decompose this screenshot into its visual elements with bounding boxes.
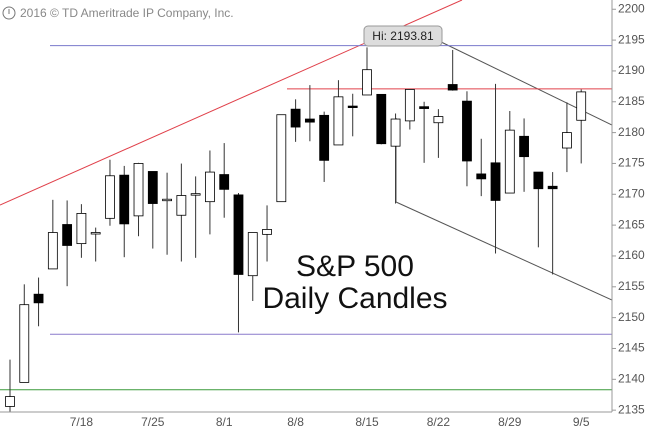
candle-body bbox=[433, 116, 444, 124]
candle-body bbox=[5, 396, 15, 407]
y-tick-label: 2190 bbox=[618, 63, 645, 77]
y-tick-label: 2150 bbox=[618, 310, 645, 324]
candle-body bbox=[119, 174, 130, 225]
hi-label-box bbox=[363, 25, 443, 47]
x-tick-label: 8/1 bbox=[216, 415, 233, 429]
candle-body bbox=[504, 129, 515, 194]
candle-body bbox=[519, 135, 529, 158]
candle-body bbox=[376, 93, 387, 145]
candle-body bbox=[162, 198, 172, 202]
x-tick-label: 8/15 bbox=[355, 415, 379, 429]
y-tick-label: 2135 bbox=[618, 402, 645, 416]
y-tick-label: 2165 bbox=[618, 217, 645, 231]
y-tick-label: 2175 bbox=[618, 156, 645, 170]
candle-body bbox=[362, 69, 372, 96]
candle-body bbox=[176, 195, 187, 216]
candle-body bbox=[76, 213, 87, 245]
candle-body bbox=[233, 194, 244, 275]
candle-body bbox=[404, 89, 415, 122]
candle-body bbox=[190, 193, 201, 196]
candle-body bbox=[105, 175, 115, 219]
candle-body bbox=[147, 171, 158, 204]
candle-body bbox=[262, 229, 272, 235]
candle-body bbox=[90, 232, 101, 235]
candle-body bbox=[47, 232, 58, 270]
candle-body bbox=[304, 118, 315, 123]
x-tick-label: 8/29 bbox=[498, 415, 522, 429]
y-tick-label: 2170 bbox=[618, 186, 645, 200]
candle-body bbox=[462, 100, 472, 162]
y-tick-label: 2155 bbox=[618, 279, 645, 293]
candle-body bbox=[390, 118, 401, 147]
trend-line bbox=[395, 201, 612, 301]
hi-label: Hi: 2193.81 bbox=[372, 29, 434, 43]
y-tick-label: 2200 bbox=[618, 1, 645, 15]
candle-body bbox=[333, 96, 344, 146]
candle-body bbox=[133, 163, 144, 217]
x-tick-label: 7/25 bbox=[141, 415, 165, 429]
candle-body bbox=[547, 185, 558, 190]
levels bbox=[0, 45, 612, 391]
y-tick-label: 2185 bbox=[618, 94, 645, 108]
candle-body bbox=[562, 132, 572, 149]
candle-body bbox=[205, 171, 215, 203]
candle-body bbox=[276, 114, 287, 203]
y-tick-label: 2140 bbox=[618, 371, 645, 385]
candle-body bbox=[219, 174, 230, 190]
chart-subtitle: Daily Candles bbox=[262, 282, 447, 315]
candle-body bbox=[476, 173, 487, 180]
candle-body bbox=[447, 84, 458, 91]
y-tick-label: 2145 bbox=[618, 341, 645, 355]
x-tick-label: 8/8 bbox=[287, 415, 304, 429]
x-tick-label: 7/18 bbox=[70, 415, 94, 429]
y-tick-label: 2160 bbox=[618, 248, 645, 262]
y-tick-label: 2195 bbox=[618, 32, 645, 46]
candle-body bbox=[290, 108, 301, 128]
candle-body bbox=[576, 91, 587, 121]
candle-body bbox=[33, 293, 44, 304]
candle-body bbox=[19, 304, 30, 383]
candle-body bbox=[319, 114, 330, 161]
candle-body bbox=[62, 224, 73, 246]
chart-title: S&P 500 bbox=[296, 250, 414, 283]
logo bbox=[2, 6, 16, 20]
candle-body bbox=[347, 105, 358, 108]
candles bbox=[5, 47, 587, 412]
candle-body bbox=[533, 171, 544, 190]
y-tick-label: 2180 bbox=[618, 125, 645, 139]
x-tick-label: 9/5 bbox=[573, 415, 590, 429]
candle-body bbox=[490, 162, 501, 201]
candle-body bbox=[419, 106, 430, 109]
candle-body bbox=[247, 232, 258, 277]
copyright: 2016 © TD Ameritrade IP Company, Inc. bbox=[20, 6, 234, 20]
x-tick-label: 8/22 bbox=[427, 415, 451, 429]
